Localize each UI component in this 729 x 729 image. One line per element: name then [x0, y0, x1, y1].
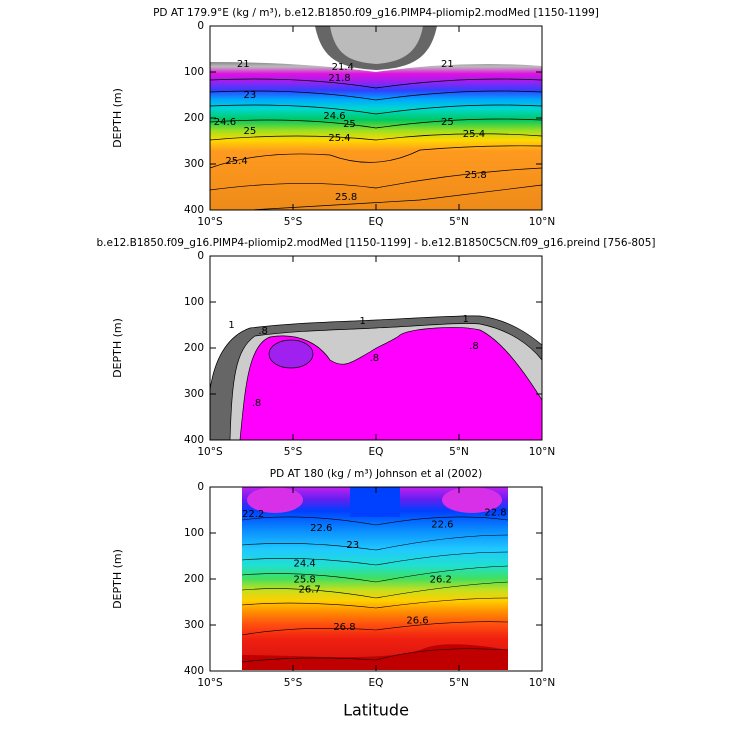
chart-title: PD AT 180 (kg / m³) Johnson et al (2002) [270, 468, 482, 480]
contour-label: .8 [258, 326, 268, 337]
y-axis-label: DEPTH (m) [111, 88, 124, 148]
contour-label: 23 [243, 90, 256, 101]
y-tick-label: 400 [184, 204, 204, 216]
contour-label: 25.8 [293, 574, 315, 585]
y-axis-label: DEPTH (m) [111, 318, 124, 378]
panel-2-fill [209, 315, 543, 441]
x-tick-label: 10°N [529, 677, 555, 689]
contour-label: 26.8 [333, 622, 355, 633]
chart-title: b.e12.B1850.f09_g16.PIMP4-pliomip2.modMe… [96, 237, 655, 249]
y-tick-label: 100 [184, 527, 204, 539]
contour-label: 22.6 [310, 523, 332, 534]
contour-label: 26.2 [430, 574, 452, 585]
contour-label: .8 [252, 398, 262, 409]
panel-1-fill [209, 26, 543, 211]
chart-title: PD AT 179.9°E (kg / m³), b.e12.B1850.f09… [153, 7, 599, 19]
contour-label: 21 [441, 59, 454, 70]
contour-label: .8 [370, 353, 380, 364]
contour-label: 25.8 [464, 170, 486, 181]
contour-label: 25.4 [225, 156, 247, 167]
contour-label: 25.8 [335, 192, 357, 203]
x-tick-label: 10°S [197, 446, 223, 458]
contour-label: 21.8 [328, 73, 350, 84]
contour-label: 26.7 [298, 585, 320, 596]
y-tick-label: 400 [184, 665, 204, 677]
x-tick-label: 5°N [449, 216, 469, 228]
x-tick-label: 5°S [284, 677, 303, 689]
x-tick-label: 5°S [284, 216, 303, 228]
contour-label: 21 [237, 59, 250, 70]
contour-label: 1 [228, 320, 234, 331]
contour-label: 1 [360, 316, 366, 327]
y-tick-label: 100 [184, 296, 204, 308]
x-tick-label: EQ [369, 216, 384, 228]
contour-label: 24.6 [323, 111, 345, 122]
contour-label: 21.4 [332, 62, 354, 73]
y-tick-label: 200 [184, 342, 204, 354]
contour-label: 22.8 [484, 507, 506, 518]
x-tick-label: 5°N [449, 677, 469, 689]
contour-label: 22.6 [431, 519, 453, 530]
x-tick-label: 10°N [529, 216, 555, 228]
y-tick-label: 300 [184, 388, 204, 400]
contour-label: 25 [343, 119, 356, 130]
y-axis-label: DEPTH (m) [111, 549, 124, 609]
x-tick-label: 5°N [449, 446, 469, 458]
panel-3-fill [241, 487, 509, 670]
contour-label: 23 [346, 540, 359, 551]
y-tick-label: 300 [184, 158, 204, 170]
x-tick-label: 10°S [197, 216, 223, 228]
y-tick-label: 0 [197, 481, 204, 493]
contour-label: 22.2 [242, 509, 264, 520]
y-tick-label: 100 [184, 66, 204, 78]
contour-label: 24.6 [214, 117, 236, 128]
y-tick-label: 0 [197, 250, 204, 262]
contour-label: 26.6 [406, 615, 428, 626]
y-tick-label: 0 [197, 20, 204, 32]
x-tick-label: 10°S [197, 677, 223, 689]
y-tick-label: 300 [184, 619, 204, 631]
contour-label: 24.4 [293, 558, 315, 569]
x-tick-label: EQ [369, 677, 384, 689]
y-tick-label: 200 [184, 573, 204, 585]
x-axis-label: Latitude [343, 701, 409, 720]
x-tick-label: EQ [369, 446, 384, 458]
contour-label: 25 [243, 126, 256, 137]
contour-label: 25 [441, 117, 454, 128]
contour-label: 25.4 [463, 129, 485, 140]
y-tick-label: 200 [184, 112, 204, 124]
contour-label: 25.4 [328, 133, 350, 144]
y-tick-label: 400 [184, 434, 204, 446]
contour-label: 1 [462, 314, 468, 325]
contour-label: .8 [469, 341, 479, 352]
x-tick-label: 10°N [529, 446, 555, 458]
x-tick-label: 5°S [284, 446, 303, 458]
